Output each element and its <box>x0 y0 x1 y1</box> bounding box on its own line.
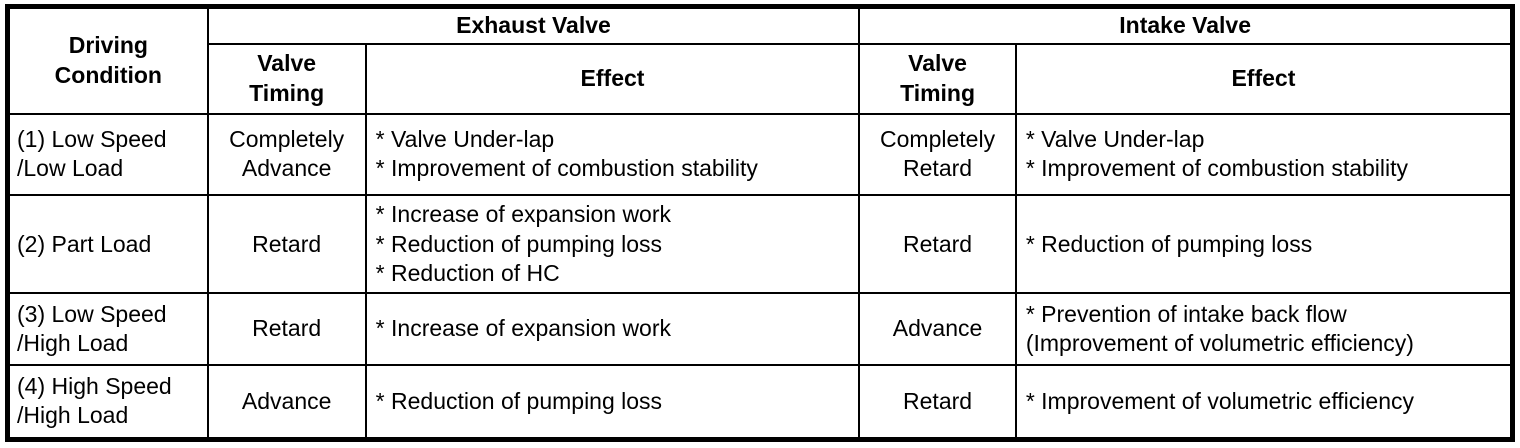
header-exhaust-valve-timing: Valve Timing <box>206 42 367 115</box>
cell-exhaust-effect: * Increase of expansion work * Reduction… <box>364 194 861 295</box>
header-exhaust-effect: Effect <box>364 42 861 115</box>
cell-exhaust-effect: * Valve Under-lap * Improvement of combu… <box>364 112 861 197</box>
cell-condition: (1) Low Speed /Low Load <box>6 112 209 197</box>
table-row-low-speed-high-load: (3) Low Speed /High Load Retard * Increa… <box>6 292 1514 366</box>
cell-condition: (3) Low Speed /High Load <box>6 292 209 366</box>
table-row-part-load: (2) Part Load Retard * Increase of expan… <box>6 194 1514 295</box>
cell-condition: (2) Part Load <box>6 194 209 295</box>
cell-exhaust-timing: Retard <box>206 292 367 366</box>
valve-timing-table: Driving Condition Exhaust Valve Intake V… <box>5 4 1515 442</box>
cell-exhaust-timing: Advance <box>206 363 367 441</box>
cell-intake-effect: * Improvement of volumetric efficiency <box>1014 363 1514 441</box>
header-exhaust-valve: Exhaust Valve <box>206 5 861 45</box>
cell-intake-effect: * Prevention of intake back flow (Improv… <box>1014 292 1514 366</box>
cell-exhaust-effect: * Increase of expansion work <box>364 292 861 366</box>
cell-intake-timing: Completely Retard <box>858 112 1017 197</box>
cell-exhaust-timing: Retard <box>206 194 367 295</box>
cell-intake-timing: Advance <box>858 292 1017 366</box>
table-row-high-speed-high-load: (4) High Speed /High Load Advance * Redu… <box>6 363 1514 441</box>
cell-intake-timing: Retard <box>858 194 1017 295</box>
header-intake-valve: Intake Valve <box>858 5 1514 45</box>
header-driving-condition: Driving Condition <box>6 5 209 115</box>
cell-intake-timing: Retard <box>858 363 1017 441</box>
cell-exhaust-timing: Completely Advance <box>206 112 367 197</box>
cell-intake-effect: * Valve Under-lap * Improvement of combu… <box>1014 112 1514 197</box>
cell-exhaust-effect: * Reduction of pumping loss <box>364 363 861 441</box>
cell-condition: (4) High Speed /High Load <box>6 363 209 441</box>
header-intake-valve-timing: Valve Timing <box>858 42 1017 115</box>
cell-intake-effect: * Reduction of pumping loss <box>1014 194 1514 295</box>
header-intake-effect: Effect <box>1014 42 1514 115</box>
table-row-low-speed-low-load: (1) Low Speed /Low Load Completely Advan… <box>6 112 1514 197</box>
